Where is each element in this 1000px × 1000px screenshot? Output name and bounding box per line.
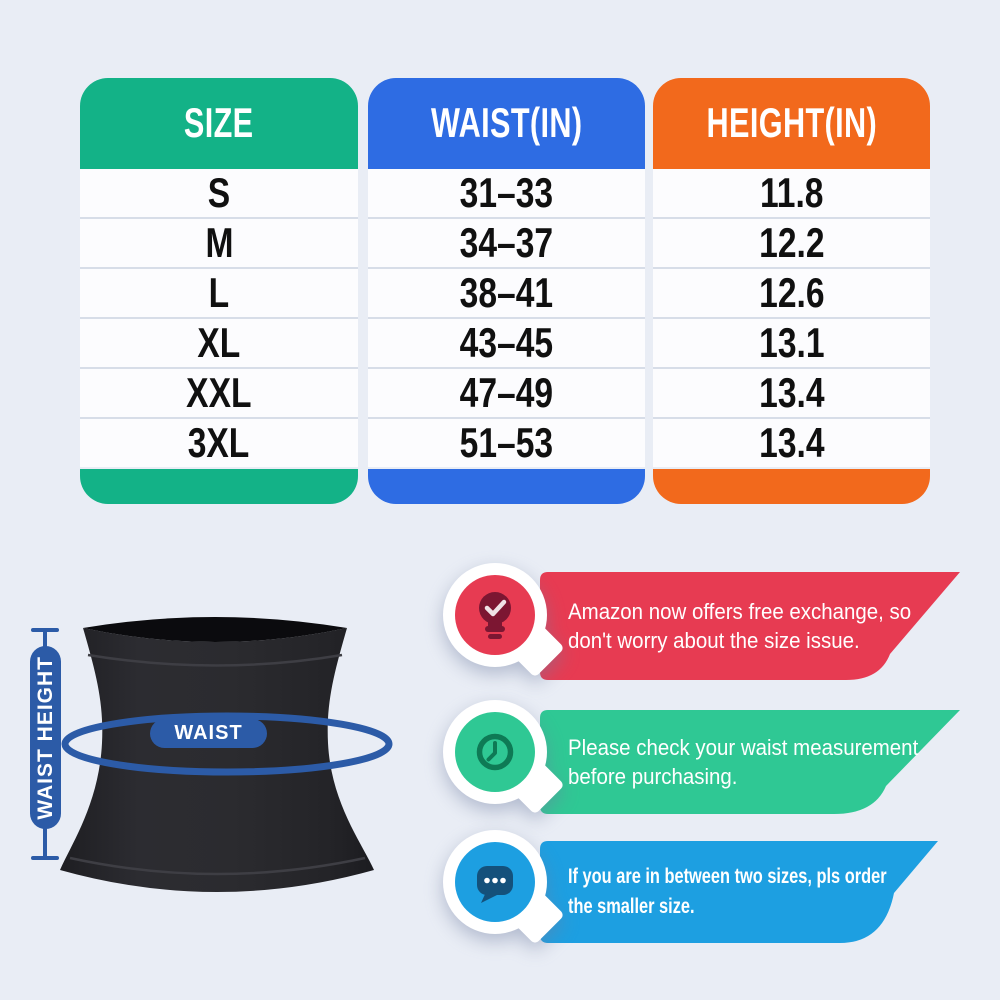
callout-banner-shape [540,841,938,943]
badge-chat [443,830,565,945]
callout-line: don't worry about the size issue. [568,628,860,653]
table-cell-value: 31–33 [459,168,554,216]
garment-bottom-seam [69,856,366,876]
table-cell-value: 13.4 [758,418,825,466]
column-header-label: WAIST(IN) [430,99,583,147]
column-cells: 31–33 34–37 38–41 43–45 47–49 51–53 [368,168,645,467]
column-header-label: SIZE [184,99,254,147]
table-column-height: HEIGHT(IN) 11.8 12.2 12.6 13.1 13.4 13.4 [653,78,930,504]
table-cell: 3XL [80,416,358,467]
table-cell: 34–37 [368,216,645,267]
table-cell-value: 34–37 [459,218,554,266]
callout-text: If you are in between two sizes, pls ord… [568,841,887,943]
column-header-waist: WAIST(IN) [368,78,645,169]
table-cell-value: 13.4 [758,368,825,416]
column-footer-bar [368,468,645,504]
chat-dots-icon [455,842,535,922]
table-column-waist: WAIST(IN) 31–33 34–37 38–41 43–45 47–49 51–53 [368,78,645,504]
callout-line: Please check your waist measurement [568,735,919,760]
height-measure-bottom-cap [31,856,59,860]
waist-height-pill: WAIST HEIGHT [30,646,61,829]
table-cell-value: 12.6 [758,268,825,316]
table-cell-value: XXL [186,368,252,416]
table-cell: 13.4 [653,416,930,467]
callout-banner-shape [540,572,960,680]
waist-label-pill: WAIST [150,719,267,748]
callout-text: Please check your waist measurement befo… [568,710,918,814]
table-cell-value: 38–41 [459,268,554,316]
garment-body [60,628,374,892]
callout-banner-shape [540,710,960,814]
callout-text: Amazon now offers free exchange, so don'… [568,572,911,680]
table-cell: 13.1 [653,316,930,367]
column-header-size: SIZE [80,78,358,169]
table-cell: 13.4 [653,366,930,417]
badge-clock [443,700,565,815]
waist-label: WAIST [174,722,243,744]
clock-icon [455,712,535,792]
table-cell-value: 43–45 [459,318,554,366]
waist-trainer-illustration [60,617,374,892]
table-cell: 38–41 [368,266,645,317]
table-cell-value: 13.1 [758,318,825,366]
table-cell-value: M [205,218,233,266]
table-cell: 51–53 [368,416,645,467]
table-cell: M [80,216,358,267]
table-cell-value: L [208,268,230,316]
table-cell: L [80,266,358,317]
callout-check-measurement: Please check your waist measurement befo… [540,710,960,814]
column-cells: S M L XL XXL 3XL [80,168,358,467]
table-cell: 12.2 [653,216,930,267]
callout-line: Amazon now offers free exchange, so [568,599,912,624]
column-cells: 11.8 12.2 12.6 13.1 13.4 13.4 [653,168,930,467]
table-cell: 31–33 [368,168,645,217]
column-footer-bar [653,468,930,504]
lightbulb-check-icon [455,575,535,655]
table-cell-value: 51–53 [459,418,554,466]
table-cell: XL [80,316,358,367]
table-cell-value: 47–49 [459,368,554,416]
table-cell-value: 3XL [188,418,250,466]
table-cell-value: 11.8 [759,168,824,216]
table-column-size: SIZE S M L XL XXL 3XL [80,78,358,504]
waist-measure-ring [61,712,393,776]
table-cell-value: 12.2 [758,218,825,266]
table-cell-value: S [207,168,231,216]
callout-between-sizes: If you are in between two sizes, pls ord… [540,841,938,943]
column-header-height: HEIGHT(IN) [653,78,930,169]
table-cell: XXL [80,366,358,417]
waist-height-label: WAIST HEIGHT [33,655,57,820]
callout-free-exchange: Amazon now offers free exchange, so don'… [540,572,960,680]
badge-lightbulb [443,563,565,678]
column-header-label: HEIGHT(IN) [706,99,877,147]
table-cell: S [80,168,358,217]
callout-line: before purchasing. [568,764,738,789]
table-cell: 43–45 [368,316,645,367]
table-cell: 12.6 [653,266,930,317]
table-cell: 11.8 [653,168,930,217]
callout-line: the smaller size. [568,895,695,918]
table-cell: 47–49 [368,366,645,417]
garment-top-seam [87,653,343,667]
callout-line: If you are in between two sizes, pls ord… [568,865,887,888]
garment-opening [83,617,347,642]
table-cell-value: XL [197,318,241,366]
column-footer-bar [80,468,358,504]
